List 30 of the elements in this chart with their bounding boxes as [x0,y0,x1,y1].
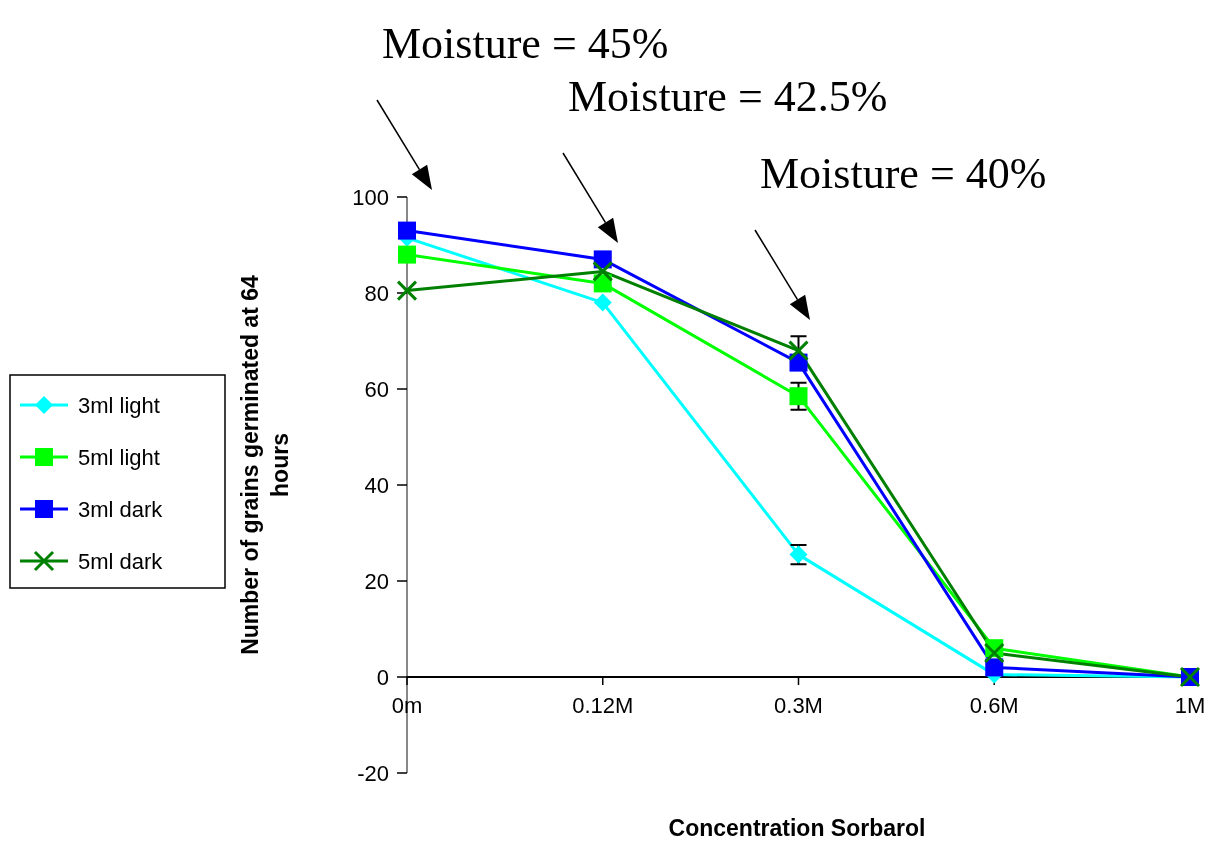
y-tick-label: 100 [352,184,389,210]
x-tick-label: 0.12M [572,693,634,718]
legend-label: 3ml dark [78,496,164,522]
point [985,658,1004,677]
y-tick-label: 20 [364,568,389,594]
point [789,387,808,406]
point [983,642,1005,664]
x-tick-label: 0.6M [969,693,1019,718]
annotation: Moisture = 40% [760,149,1047,198]
point [398,245,416,264]
y-tick-label: 80 [364,280,389,306]
point [396,280,418,302]
y-tick-label: 60 [364,376,389,402]
x-tick-label: 1M [1174,693,1206,718]
text: Moisture = 42.5% [568,72,888,121]
point [788,340,809,362]
x-tick-label: 0m [391,693,423,718]
point [593,293,612,312]
text: Moisture = 45% [382,19,669,68]
x-tick-label: 0.3M [774,693,823,718]
legend-label: 5ml light [78,444,160,470]
legend-label: 5ml dark [78,548,164,574]
legend-label: 3ml light [78,392,160,418]
y-tick-label: 40 [364,472,389,498]
y-axis-title: Number of grains germinated at 64 hours [237,275,293,655]
y-tick-label: 0 [376,664,389,690]
x-axis-title: Concentration Sorbarol [668,815,926,841]
point [592,260,614,282]
y-tick-label: -20 [357,760,389,786]
point [398,221,416,240]
